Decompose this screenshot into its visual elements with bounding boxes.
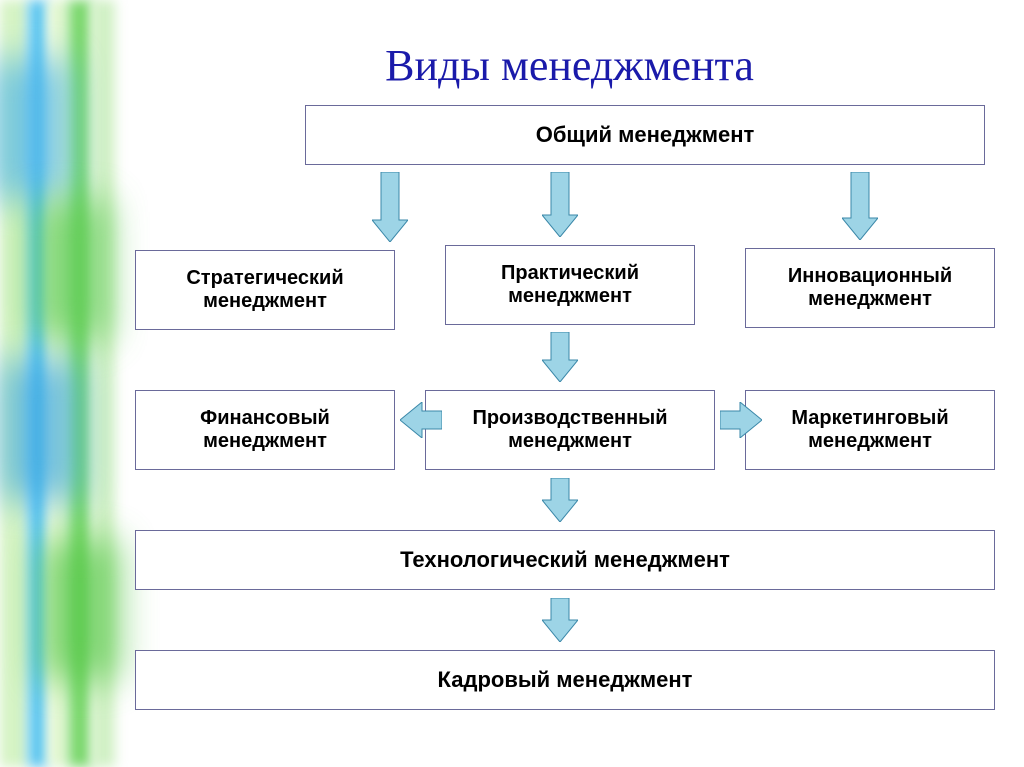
node-production: Производственный менеджмент — [425, 390, 715, 470]
diagram-content: Виды менеджмента Общий менеджмент Стратег… — [115, 0, 1024, 767]
decorative-sidebar — [0, 0, 115, 767]
sidebar-blob — [0, 60, 70, 200]
arrow-general-to-innovative — [842, 172, 878, 245]
node-marketing: Маркетинговый менеджмент — [745, 390, 995, 470]
arrow-technological-to-hr — [542, 598, 578, 647]
node-general: Общий менеджмент — [305, 105, 985, 165]
node-practical: Практический менеджмент — [445, 245, 695, 325]
slide-title: Виды менеджмента — [115, 40, 1024, 91]
arrow-general-to-practical — [542, 172, 578, 242]
arrow-production-to-marketing — [720, 402, 762, 443]
arrow-general-to-strategic — [372, 172, 408, 247]
arrow-practical-to-production — [542, 332, 578, 387]
sidebar-blob — [0, 360, 80, 500]
node-hr: Кадровый менеджмент — [135, 650, 995, 710]
node-innovative: Инновационный менеджмент — [745, 248, 995, 328]
node-technological: Технологический менеджмент — [135, 530, 995, 590]
node-strategic: Стратегический менеджмент — [135, 250, 395, 330]
node-financial: Финансовый менеджмент — [135, 390, 395, 470]
sidebar-blob — [30, 200, 110, 340]
arrow-production-to-technological — [542, 478, 578, 527]
arrow-production-to-financial — [400, 402, 442, 443]
sidebar-blob — [40, 540, 120, 680]
